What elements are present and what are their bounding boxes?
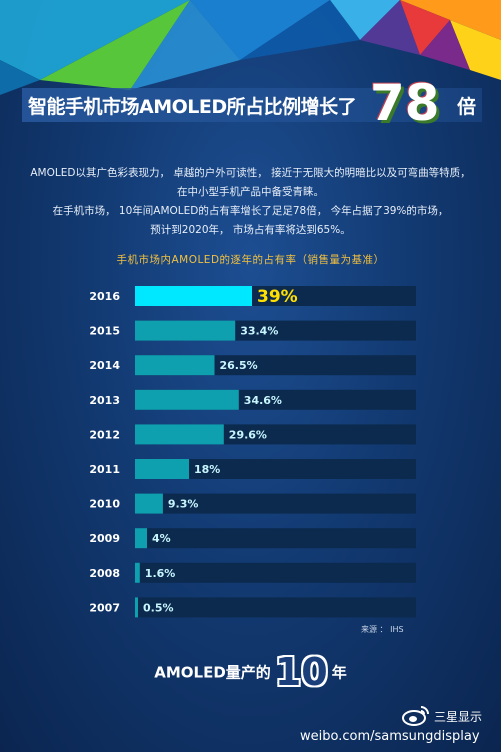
footer-title: AMOLED量产的 10 年 bbox=[0, 650, 501, 694]
tick-label-2012: 2012 bbox=[89, 428, 120, 441]
data-label-2007: 0.5% bbox=[143, 601, 174, 614]
bar-2009 bbox=[135, 528, 147, 549]
tick-label-2016: 2016 bbox=[89, 290, 120, 303]
tick-label-2011: 2011 bbox=[89, 463, 120, 476]
bar-2007 bbox=[135, 597, 138, 618]
source-note: 来源 ： IHS bbox=[361, 625, 404, 634]
intro-line: 预计到2020年， 市场占有率将达到65%。 bbox=[150, 224, 351, 236]
title-band bbox=[22, 88, 482, 122]
page-title: 智能手机市场AMOLED所占比例增长了 bbox=[28, 96, 357, 118]
intro-text: AMOLED以其广色彩表现力， 卓越的户外可读性， 接近于无限大的明暗比以及可弯… bbox=[12, 164, 489, 240]
intro-line: AMOLED以其广色彩表现力， 卓越的户外可读性， 接近于无限大的明暗比以及可弯… bbox=[30, 167, 471, 179]
footer-suffix: 年 bbox=[331, 663, 347, 682]
bar-2011 bbox=[135, 459, 189, 479]
chart-title: 手机市场内AMOLED的逐年的占有率（销售量为基准） bbox=[116, 254, 385, 266]
tick-label-2009: 2009 bbox=[89, 532, 120, 545]
data-label-2013: 34.6% bbox=[244, 394, 282, 407]
tick-label-2007: 2007 bbox=[89, 601, 120, 614]
data-label-2010: 9.3% bbox=[168, 498, 199, 511]
weibo-icon bbox=[402, 706, 429, 726]
bar-2015 bbox=[135, 320, 236, 341]
data-label-2014: 26.5% bbox=[220, 359, 258, 372]
bar-2012 bbox=[135, 424, 224, 445]
tick-label-2015: 2015 bbox=[89, 325, 120, 338]
brand-name: 三星显示 bbox=[434, 710, 483, 724]
bar-2010 bbox=[135, 493, 163, 514]
tick-label-2013: 2013 bbox=[89, 394, 120, 407]
data-label-2011: 18% bbox=[194, 463, 220, 476]
intro-line: 在中小型手机产品中备受青睐。 bbox=[177, 186, 324, 198]
data-label-2016: 39% bbox=[257, 287, 298, 307]
bar-2013 bbox=[135, 389, 239, 410]
bar-track bbox=[135, 597, 416, 618]
bar-2008 bbox=[135, 562, 140, 583]
bar-chart: 2016 39% 2015 33.4% 2014 26.5% 2013 34.6% 2012 29… bbox=[89, 286, 416, 618]
bar-track bbox=[135, 562, 416, 583]
bar-track bbox=[135, 528, 416, 549]
data-label-2008: 1.6% bbox=[145, 567, 176, 580]
footer-number: 10 bbox=[274, 650, 328, 694]
data-label-2012: 29.6% bbox=[229, 428, 267, 441]
header-decoration bbox=[0, 0, 501, 95]
data-label-2009: 4% bbox=[152, 532, 171, 545]
footer-prefix: AMOLED量产的 bbox=[154, 663, 271, 682]
bar-2014 bbox=[135, 355, 215, 376]
intro-line: 在手机市场， 10年间AMOLED的占有率增长了足足78倍， 今年占据了39%的… bbox=[52, 205, 449, 217]
bar-track bbox=[135, 493, 416, 514]
title-suffix: 倍 bbox=[457, 96, 477, 118]
bar-track bbox=[135, 459, 416, 479]
data-label-2015: 33.4% bbox=[240, 325, 278, 338]
tick-label-2014: 2014 bbox=[89, 359, 120, 372]
bar-2016 bbox=[135, 286, 252, 306]
title-number: 78 bbox=[370, 74, 440, 132]
weibo-link[interactable]: weibo.com/samsungdisplay bbox=[300, 729, 480, 744]
tick-label-2010: 2010 bbox=[89, 498, 120, 511]
tick-label-2008: 2008 bbox=[89, 567, 120, 580]
